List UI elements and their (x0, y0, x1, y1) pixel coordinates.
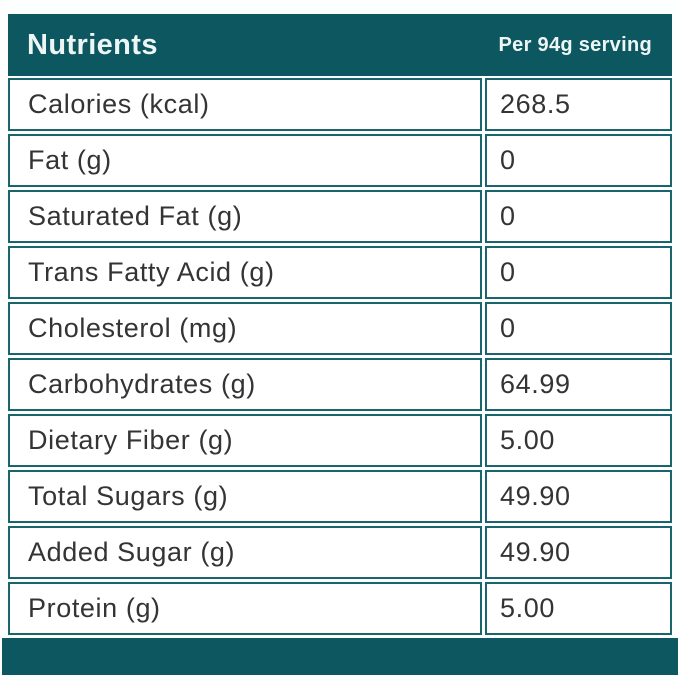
nutrient-value-cell: 49.90 (485, 526, 672, 579)
nutrient-label-cell: Dietary Fiber (g) (8, 414, 482, 467)
nutrition-label-card: Nutrients Per 94g serving Calories (kcal… (2, 14, 678, 675)
nutrient-label-cell: Cholesterol (mg) (8, 302, 482, 355)
header-nutrients-label: Nutrients (27, 28, 158, 61)
nutrient-value-cell: 5.00 (485, 414, 672, 467)
header-serving-size-label: Per 94g serving (498, 33, 652, 56)
nutrient-label-cell: Protein (g) (8, 582, 482, 635)
nutrient-value-cell: 0 (485, 246, 672, 299)
nutrient-value-cell: 268.5 (485, 78, 672, 131)
nutrients-table: Calories (kcal) 268.5 Fat (g) 0 Saturated Fa… (8, 78, 672, 635)
nutrient-value-cell: 0 (485, 302, 672, 355)
nutrient-label-cell: Saturated Fat (g) (8, 190, 482, 243)
nutrient-value-cell: 0 (485, 190, 672, 243)
footer-bar (2, 638, 678, 675)
table-header: Nutrients Per 94g serving (8, 14, 672, 76)
nutrient-label-cell: Carbohydrates (g) (8, 358, 482, 411)
nutrient-value-cell: 49.90 (485, 470, 672, 523)
nutrient-label-cell: Trans Fatty Acid (g) (8, 246, 482, 299)
nutrient-value-cell: 5.00 (485, 582, 672, 635)
nutrient-label-cell: Added Sugar (g) (8, 526, 482, 579)
nutrient-value-cell: 64.99 (485, 358, 672, 411)
nutrient-label-cell: Calories (kcal) (8, 78, 482, 131)
nutrient-label-cell: Fat (g) (8, 134, 482, 187)
nutrient-value-cell: 0 (485, 134, 672, 187)
nutrient-label-cell: Total Sugars (g) (8, 470, 482, 523)
